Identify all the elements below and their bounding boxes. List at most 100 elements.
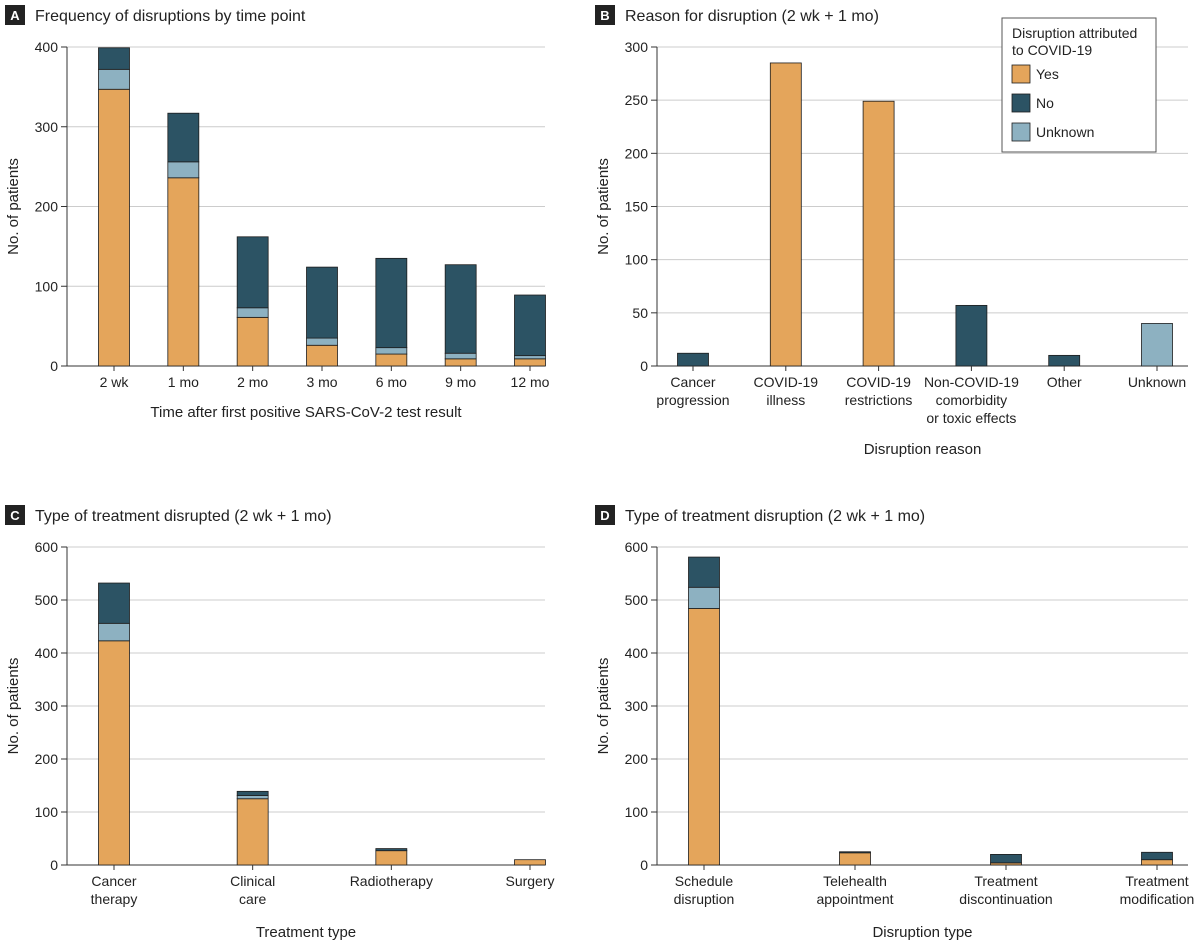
x-axis-label: Disruption type	[872, 924, 972, 941]
legend-label-yes: Yes	[1036, 66, 1059, 82]
bar-yes	[862, 100, 895, 367]
x-tick-label: Non-COVID-19	[924, 374, 1019, 390]
bar-unknown	[167, 161, 200, 179]
y-tick-label: 400	[35, 39, 59, 55]
bar-no	[306, 266, 338, 339]
y-tick-label: 100	[35, 804, 59, 820]
y-tick-label: 100	[625, 804, 649, 820]
x-tick-label: 2 mo	[237, 374, 268, 390]
bar-yes	[306, 344, 338, 367]
bar-yes	[839, 852, 871, 866]
y-tick-label: 250	[625, 92, 649, 108]
x-tick-label: comorbidity	[936, 392, 1008, 408]
y-tick-label: 200	[625, 145, 649, 161]
legend-label-unknown: Unknown	[1036, 124, 1094, 140]
legend-title: Disruption attributed	[1012, 25, 1137, 41]
y-tick-label: 300	[625, 698, 649, 714]
x-tick-label: Treatment	[974, 873, 1037, 889]
panel-d: D Type of treatment disruption (2 wk + 1 …	[595, 505, 1194, 941]
bar-no	[98, 47, 130, 70]
y-tick-label: 200	[625, 751, 649, 767]
panel-b: B Reason for disruption (2 wk + 1 mo) 0 50 1…	[595, 5, 1188, 458]
bar-no	[236, 790, 269, 796]
y-tick-label: 600	[35, 539, 59, 555]
bar-yes	[514, 358, 546, 367]
y-tick-label: 50	[632, 305, 648, 321]
x-tick-label: Cancer	[91, 873, 136, 889]
bar-no	[955, 304, 988, 367]
bar-no	[444, 264, 477, 354]
bar-unknown	[236, 307, 269, 318]
bar-yes	[98, 88, 130, 367]
bar-no	[375, 848, 408, 852]
bar-yes	[1141, 859, 1173, 866]
x-tick-label: Telehealth	[823, 873, 887, 889]
bar-yes	[167, 177, 200, 367]
panel-letter: D	[600, 508, 609, 523]
legend-swatch-unknown	[1011, 122, 1031, 142]
x-tick-label: 2 wk	[100, 374, 130, 390]
x-tick-label: Treatment	[1125, 873, 1188, 889]
bar-no	[98, 582, 130, 624]
panel-letter-box	[595, 5, 615, 25]
bar-unknown	[514, 355, 546, 360]
x-tick-label: care	[239, 891, 266, 907]
panel-c: C Type of treatment disrupted (2 wk + 1 m…	[5, 505, 555, 941]
panel-letter-box	[595, 505, 615, 525]
x-tick-label: Unknown	[1128, 374, 1186, 390]
x-tick-label: illness	[766, 392, 805, 408]
x-tick-label: 1 mo	[168, 374, 199, 390]
x-tick-label: discontinuation	[959, 891, 1052, 907]
legend-title: to COVID-19	[1012, 42, 1092, 58]
y-tick-label: 0	[50, 358, 58, 374]
bar-unknown	[98, 622, 130, 642]
bar-no	[167, 112, 200, 163]
y-tick-label: 200	[35, 199, 59, 215]
bar-no	[990, 854, 1022, 864]
panel-title: Type of treatment disruption (2 wk + 1 m…	[625, 508, 925, 525]
y-tick-label: 500	[35, 592, 59, 608]
bar-unknown	[98, 68, 130, 90]
x-axis-label: Disruption reason	[864, 441, 982, 458]
panel-letter-box	[5, 5, 25, 25]
x-tick-label: 6 mo	[376, 374, 407, 390]
y-tick-label: 100	[35, 278, 59, 294]
y-tick-label: 0	[640, 358, 648, 374]
y-tick-label: 200	[35, 751, 59, 767]
x-tick-label: progression	[656, 392, 729, 408]
y-axis-label: No. of patients	[5, 158, 22, 255]
y-tick-label: 600	[625, 539, 649, 555]
panel-letter: B	[600, 8, 609, 23]
y-axis-label: No. of patients	[595, 158, 612, 255]
x-tick-label: 9 mo	[445, 374, 476, 390]
x-tick-label: Clinical	[230, 873, 275, 889]
y-tick-label: 300	[35, 119, 59, 135]
x-axis-label: Time after first positive SARS-CoV-2 tes…	[150, 404, 462, 421]
bar-no	[677, 352, 709, 367]
y-tick-label: 400	[625, 645, 649, 661]
y-tick-label: 100	[625, 252, 649, 268]
bar-yes	[688, 608, 720, 866]
bar-no	[514, 294, 546, 357]
bar-no	[1141, 851, 1173, 861]
bar-yes	[514, 859, 546, 866]
x-tick-label: 12 mo	[511, 374, 550, 390]
bar-unknown	[1141, 323, 1173, 367]
legend-swatch-no	[1011, 93, 1031, 113]
legend-swatch-yes	[1011, 64, 1031, 84]
x-tick-label: appointment	[816, 891, 893, 907]
x-tick-label: 3 mo	[306, 374, 337, 390]
y-tick-label: 0	[640, 857, 648, 873]
bar-unknown	[236, 795, 269, 800]
bar-yes	[444, 358, 477, 367]
bar-yes	[236, 798, 269, 866]
panel-title: Type of treatment disrupted (2 wk + 1 mo…	[35, 508, 332, 525]
y-axis-label: No. of patients	[595, 658, 612, 755]
x-tick-label: Schedule	[675, 873, 734, 889]
x-tick-label: disruption	[674, 891, 735, 907]
x-tick-label: COVID-19	[754, 374, 819, 390]
bar-yes	[375, 353, 408, 367]
bar-no	[839, 851, 871, 854]
x-tick-label: therapy	[91, 891, 138, 907]
bar-unknown	[375, 347, 408, 355]
